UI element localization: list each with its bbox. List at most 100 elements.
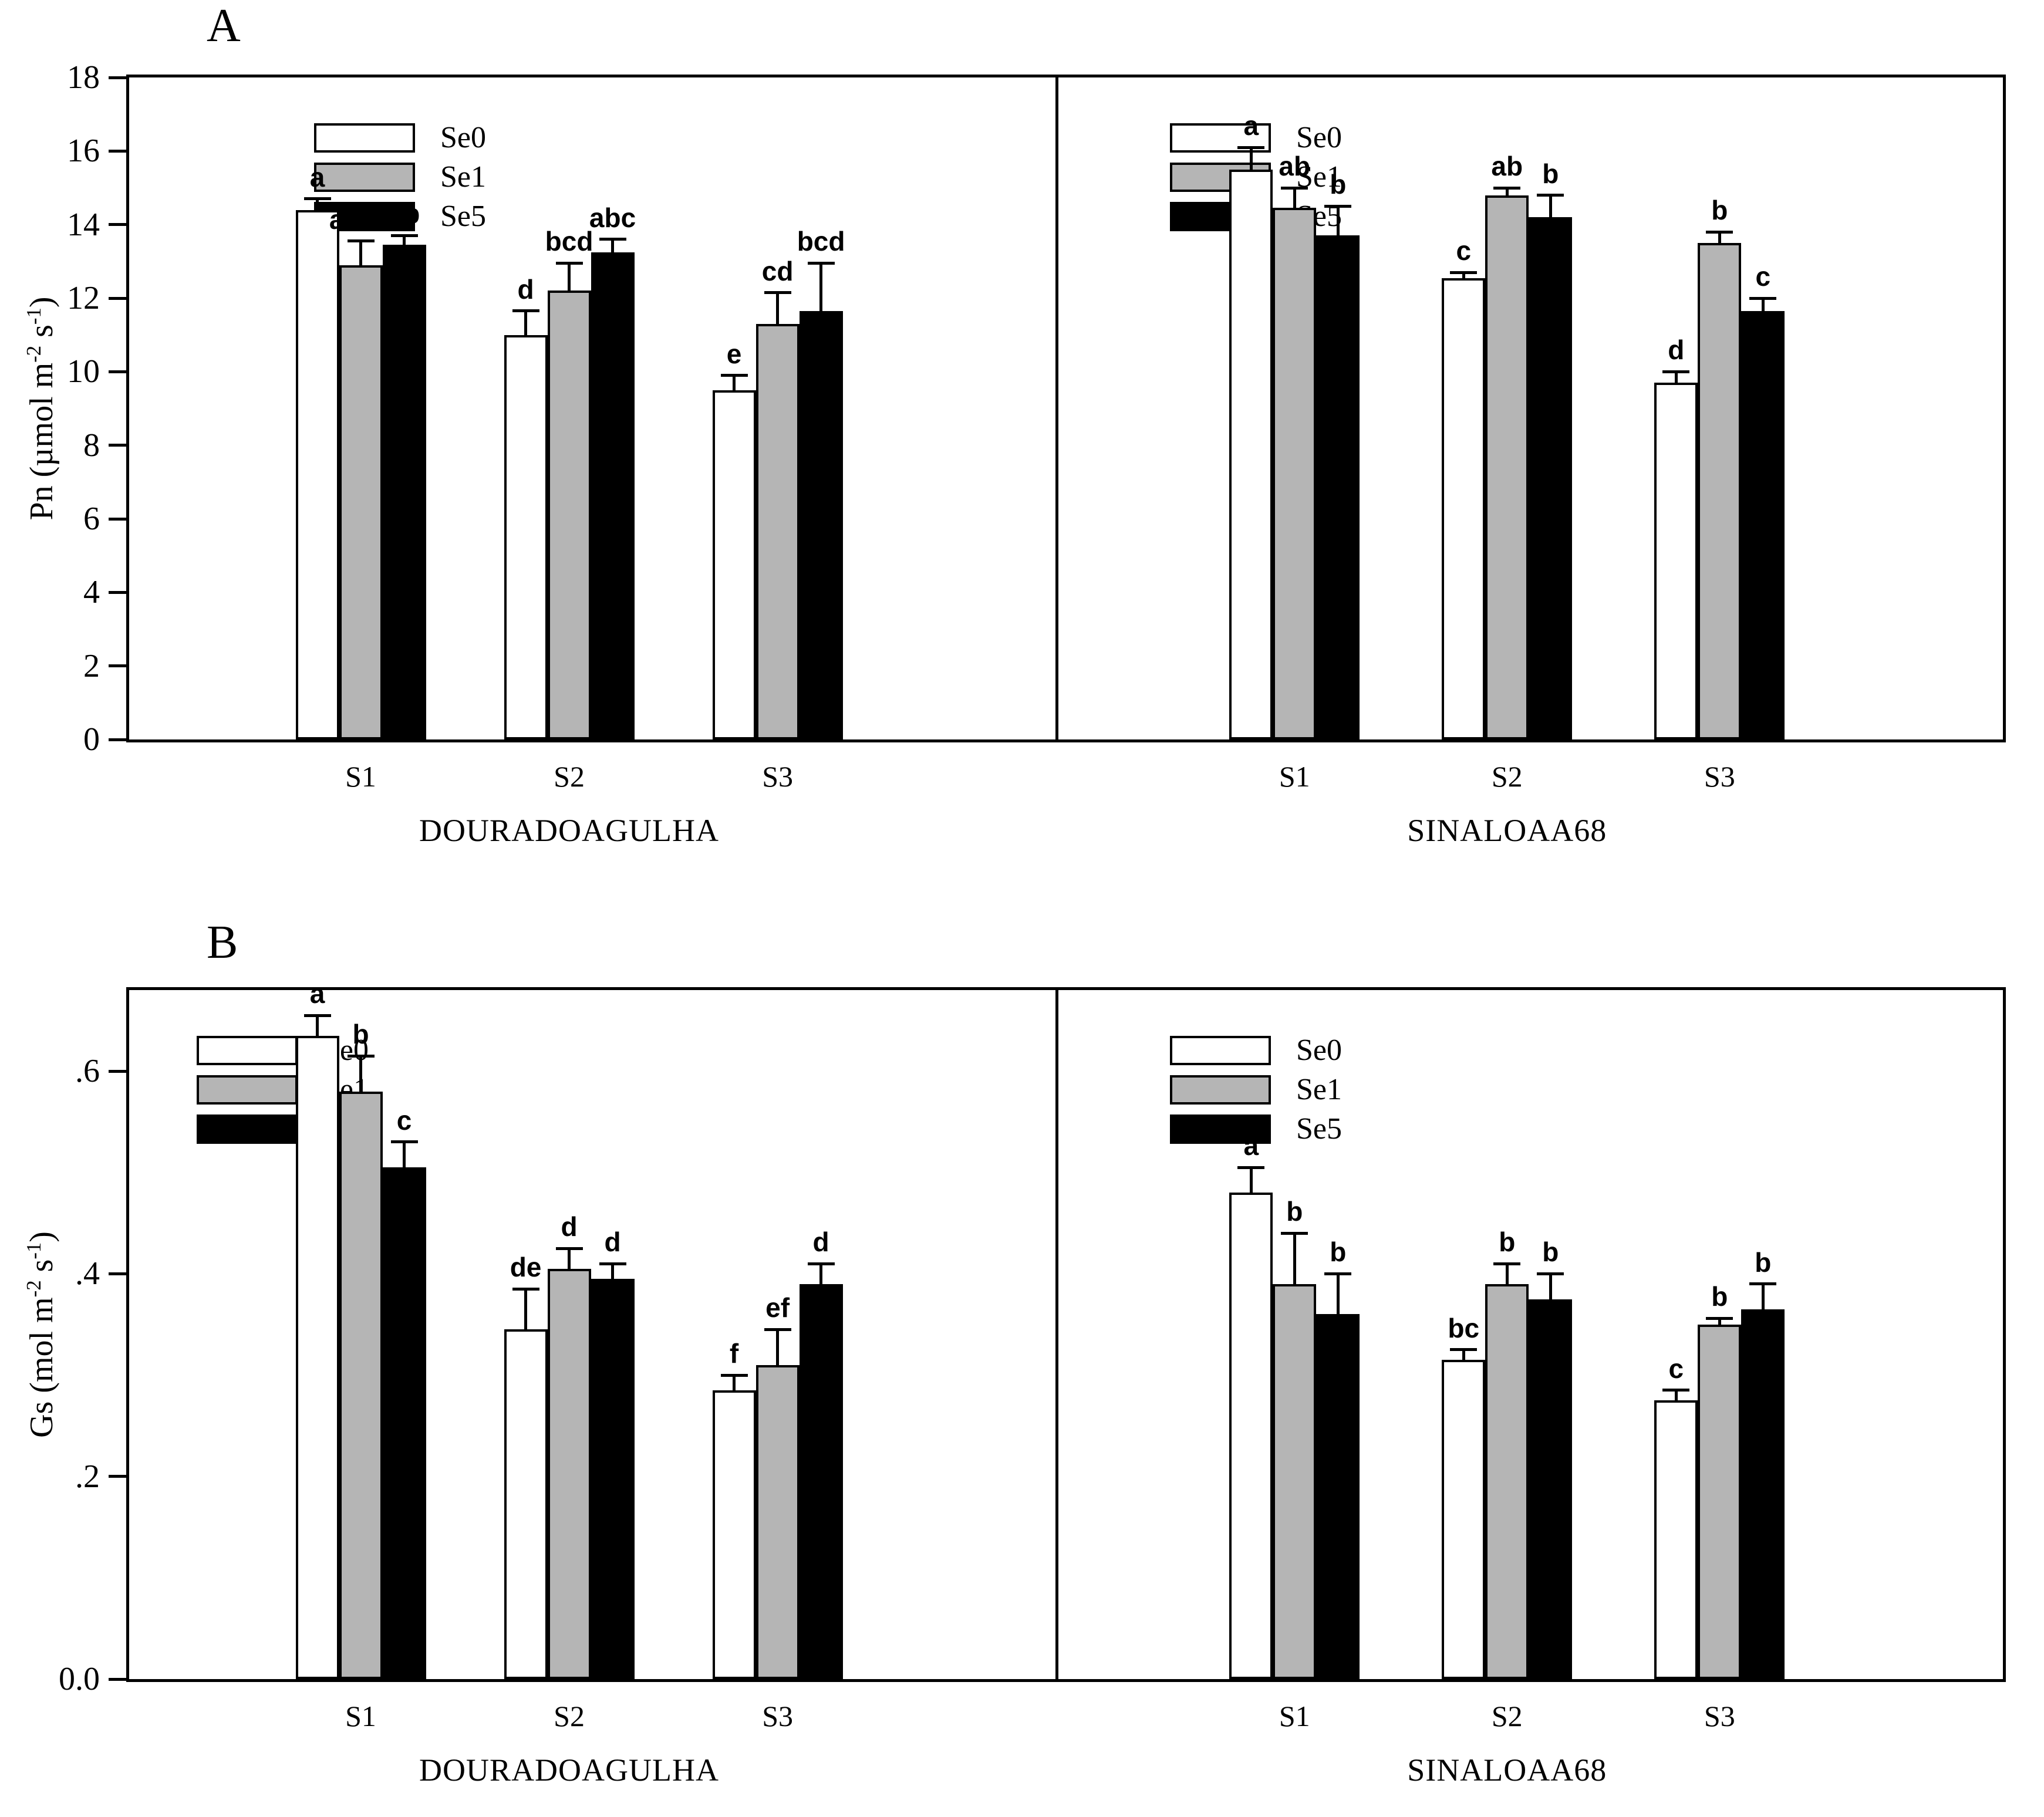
error-bar-stem [524,1289,528,1330]
legend-label-se0: Se0 [1296,121,1342,154]
sig-letter: cd [761,255,794,286]
x-group-label: S3 [762,1700,793,1732]
error-bar-cap [1324,204,1352,208]
error-bar-cap [1662,370,1690,373]
sig-letter: b [1542,158,1559,189]
y-tick-label: .6 [75,1053,100,1090]
sig-letter: c [1668,1353,1684,1384]
error-bar-cap [303,197,331,201]
legend-label-se0: Se0 [1296,1034,1342,1067]
y-tick-label: 0.0 [59,1661,100,1697]
bar-se0 [295,210,339,739]
error-bar-stem [1505,188,1509,195]
bar-se5 [1741,310,1785,739]
legend-swatch-se5 [1170,1114,1271,1144]
error-bar-stem [1761,298,1765,311]
legend-label-se1: Se1 [440,160,486,194]
bar-se0 [1654,1400,1698,1679]
error-bar-cap [1237,1166,1265,1169]
cultivar-label: DOURADOAGULHA [419,1752,720,1788]
error-bar-stem [316,198,319,210]
panel-divider [1055,990,1058,1679]
legend-swatch-se5 [197,1114,298,1144]
error-bar-cap [720,374,748,377]
y-tick-label: .4 [75,1255,100,1292]
bar-se1 [339,265,383,739]
y-tick-label: 12 [67,280,100,316]
sig-letter: a [309,161,325,192]
sig-letter: c [1456,235,1472,266]
bar-se1 [755,323,800,739]
y-tick [109,1272,126,1275]
y-tick-label: 6 [83,501,100,537]
plot-box: 0 2 4 6 8 10 12 14 16 18 Se0 Se1 Se5 a d e S1 S2 S3 abcd bcd… [67,61,2006,846]
error-bar-stem [1249,147,1253,170]
error-bar-cap [764,1328,791,1331]
error-bar-stem [359,241,362,265]
bar-se0 [1229,169,1273,739]
error-bar-cap [599,238,626,241]
sig-letter: c [396,1105,412,1136]
error-bar-cap [1324,1272,1352,1275]
error-bar-stem [1674,371,1678,383]
legend-swatch-se0 [197,1036,298,1065]
bar-se5 [1316,1314,1360,1679]
error-bar-stem [568,1248,571,1269]
x-group-label: S3 [1704,1700,1735,1732]
sig-letter: b [352,1019,369,1050]
sig-letter: ab [1279,151,1311,181]
error-bar-stem [1549,195,1552,218]
y-tick [109,517,126,521]
y-tick-label: .2 [75,1458,100,1495]
y-tick-label: 14 [67,206,100,243]
y-tick [109,738,126,741]
legend-label-se5: Se5 [1296,1112,1342,1146]
bar-se0 [1229,1193,1273,1679]
legend-swatch-se1 [197,1075,298,1105]
bar-se1 [1273,208,1317,739]
error-bar-stem [1293,1233,1296,1284]
legend-swatch-se0 [1170,1036,1271,1065]
sig-letter: d [812,1227,829,1258]
bar-se5 [799,310,843,739]
error-bar-stem [359,1056,362,1092]
bar-se1 [1698,243,1742,739]
error-bar-stem [568,263,571,291]
error-bar-cap [347,239,375,243]
error-bar-stem [1674,1390,1678,1401]
sig-letter: bc [1448,1312,1480,1343]
sig-letter: b [1330,169,1347,200]
error-bar-stem [403,235,406,245]
error-bar-stem [1249,1167,1253,1193]
bar-se1 [547,291,591,739]
cultivar-label: SINALOAA68 [1407,813,1607,848]
sig-letter: b [1711,1281,1728,1312]
sig-letter: d [604,1227,621,1258]
x-group-label: S1 [1279,760,1310,793]
error-bar-stem [1336,206,1340,236]
error-bar-stem [524,310,528,335]
plot-box: 0.0.2.4.6Se0Se1Se5adefS1S2S3bdefcddDOURA… [59,980,2006,1786]
sig-letter: c [1755,261,1771,292]
panel-a-title: A [207,0,241,52]
sig-letter: d [517,273,534,305]
y-tick-label: 0 [83,721,100,758]
error-bar-cap [1281,186,1308,190]
y-tick [109,444,126,447]
error-bar-cap [1706,1316,1733,1320]
error-bar-cap [1237,146,1265,149]
y-tick-label: 4 [83,574,100,611]
bar-se5 [591,1279,635,1679]
x-group-label: S2 [1491,1700,1523,1732]
y-tick [109,296,126,300]
x-group-label: S2 [554,1700,585,1732]
sig-letter: ab [388,198,420,229]
error-bar-stem [1462,272,1465,278]
panel-b-title: B [207,917,238,968]
error-bar-stem [1293,188,1296,208]
bar-se5 [1529,1299,1573,1679]
error-bar-cap [512,1287,539,1291]
error-bar-cap [390,1140,418,1144]
sig-letter: d [1668,335,1685,366]
error-bar-stem [403,1141,406,1168]
